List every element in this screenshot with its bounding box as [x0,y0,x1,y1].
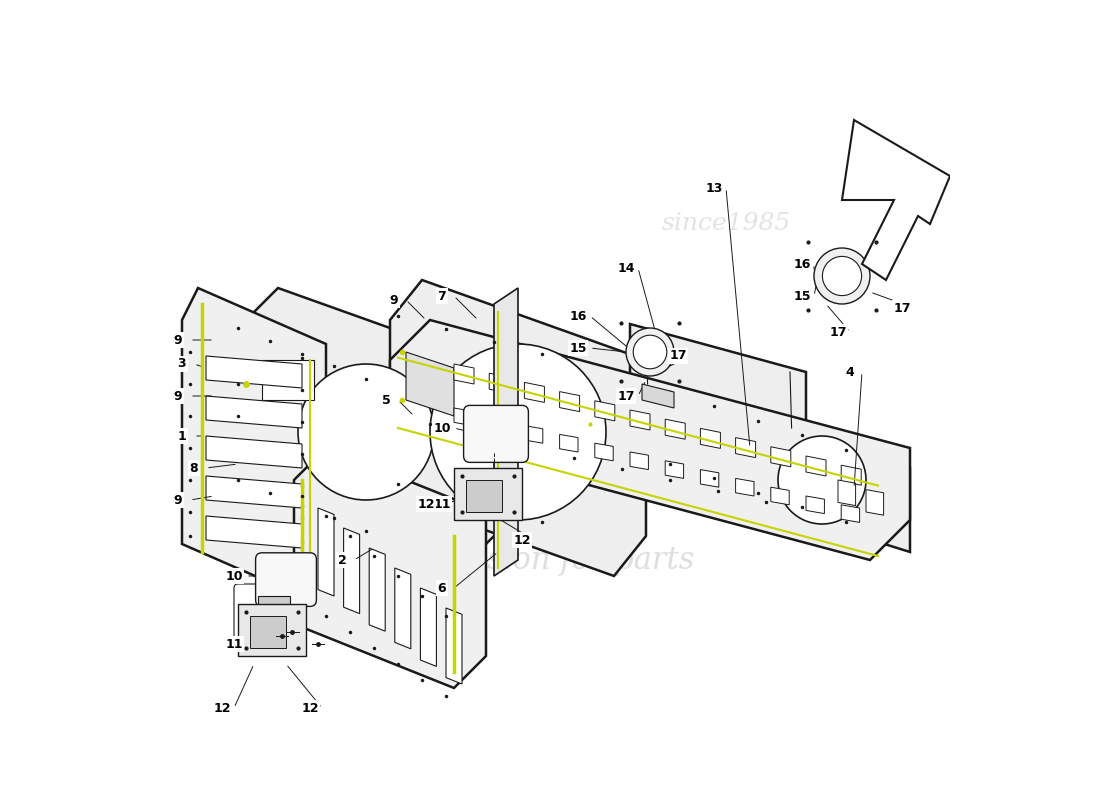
Polygon shape [630,410,650,430]
Text: 17: 17 [829,326,847,338]
Polygon shape [666,419,685,439]
Text: since1985: since1985 [661,213,791,235]
Polygon shape [866,490,883,515]
Polygon shape [595,401,615,421]
Text: 14: 14 [617,262,635,274]
Text: 16: 16 [570,310,586,322]
Text: 17: 17 [893,302,911,314]
Circle shape [298,364,434,500]
Text: 15: 15 [570,342,586,354]
Text: 8: 8 [189,462,198,474]
Text: 17: 17 [669,350,686,362]
Text: 9: 9 [389,294,398,306]
Polygon shape [395,568,410,649]
Text: 9: 9 [174,494,183,506]
Polygon shape [490,417,507,434]
Polygon shape [771,446,791,466]
Text: 10: 10 [433,422,451,434]
Text: 15: 15 [793,290,811,302]
Polygon shape [525,426,542,443]
Circle shape [430,344,606,520]
Text: 9: 9 [174,390,183,402]
FancyBboxPatch shape [238,604,306,656]
Text: 3: 3 [178,358,186,370]
FancyBboxPatch shape [255,553,317,606]
Polygon shape [736,478,754,496]
Polygon shape [842,505,859,522]
Polygon shape [420,588,437,666]
Text: 4: 4 [846,366,855,378]
Circle shape [626,328,674,376]
Polygon shape [206,436,302,468]
Text: 10: 10 [226,570,243,582]
FancyBboxPatch shape [454,468,522,520]
Text: 12: 12 [301,702,319,714]
Polygon shape [771,487,789,505]
Text: 12: 12 [213,702,231,714]
Text: 1: 1 [177,430,186,442]
FancyBboxPatch shape [466,480,502,512]
Polygon shape [630,452,648,470]
Text: 5: 5 [382,394,390,406]
Polygon shape [206,396,302,428]
Polygon shape [490,373,509,393]
Text: 9: 9 [174,334,183,346]
Polygon shape [642,384,674,408]
Text: 2: 2 [338,554,346,566]
Polygon shape [446,608,462,684]
Text: 11: 11 [433,498,451,510]
Text: 16: 16 [793,258,811,270]
Polygon shape [842,465,861,485]
Polygon shape [206,356,302,388]
Polygon shape [525,382,544,402]
Polygon shape [258,596,290,608]
Polygon shape [494,288,518,576]
Polygon shape [560,391,580,411]
Text: 17: 17 [617,390,635,402]
FancyBboxPatch shape [463,406,528,462]
Polygon shape [294,448,486,688]
FancyBboxPatch shape [234,584,306,644]
Polygon shape [206,476,302,508]
Polygon shape [230,288,502,576]
Text: 12: 12 [514,534,530,546]
Text: 12: 12 [417,498,434,510]
Polygon shape [701,470,718,487]
Circle shape [634,335,667,369]
Polygon shape [654,388,910,552]
Text: e: e [462,266,638,534]
Polygon shape [406,352,454,416]
Polygon shape [206,516,302,548]
Polygon shape [318,508,334,596]
FancyBboxPatch shape [262,360,314,400]
Polygon shape [454,364,474,384]
Polygon shape [842,120,950,280]
Polygon shape [806,496,824,514]
Polygon shape [806,456,826,476]
Text: a passion for parts: a passion for parts [406,545,694,575]
Circle shape [814,248,870,304]
Polygon shape [182,288,326,600]
Polygon shape [560,434,578,452]
FancyBboxPatch shape [250,616,286,648]
Text: 6: 6 [438,582,447,594]
Polygon shape [701,429,721,448]
Text: 7: 7 [438,290,447,302]
Polygon shape [390,280,646,576]
Polygon shape [454,408,472,426]
Polygon shape [343,528,360,614]
Circle shape [823,256,861,296]
Polygon shape [595,443,613,461]
Polygon shape [370,548,385,631]
Text: 13: 13 [705,182,723,194]
Polygon shape [390,320,910,560]
Circle shape [778,436,866,524]
Polygon shape [630,324,806,432]
Polygon shape [838,480,856,506]
Polygon shape [736,438,756,458]
Text: 11: 11 [226,638,243,650]
Polygon shape [666,461,683,478]
